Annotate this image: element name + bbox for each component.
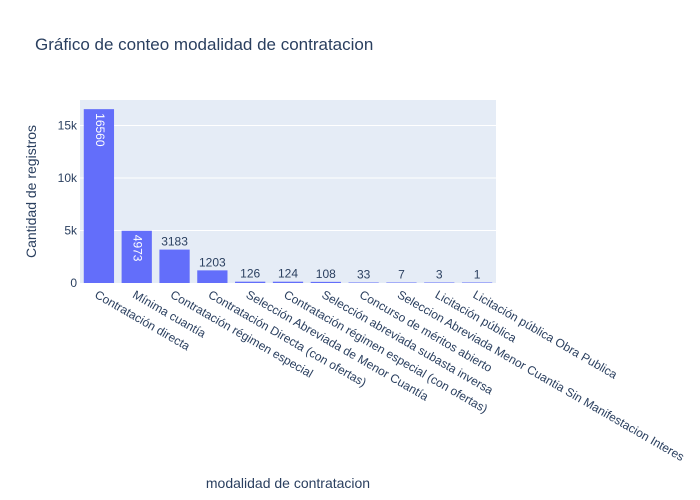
bar [424, 282, 455, 283]
y-tick-label: 15k [58, 119, 78, 133]
x-tick-label: Licitación pública Obra Publica [471, 287, 620, 381]
y-axis-title: Cantidad de registros [23, 125, 39, 258]
data-label: 1 [474, 268, 481, 282]
bar [121, 230, 152, 283]
data-label: 4973 [131, 235, 145, 262]
y-tick-label: 10k [58, 171, 78, 185]
data-label: 108 [316, 267, 336, 281]
y-tick-label: 5k [64, 224, 78, 238]
bar [159, 249, 190, 283]
bar [461, 282, 493, 283]
y-gridlines [80, 125, 496, 232]
data-label: 1203 [199, 255, 226, 269]
y-axis-ticks: 0 5k 10k 15k [58, 119, 78, 290]
bars [83, 109, 493, 283]
y-tick-label: 0 [70, 276, 77, 290]
bar [386, 282, 417, 283]
x-axis-title: modalidad de contratacion [206, 475, 370, 491]
data-label: 3 [436, 268, 443, 282]
data-labels: 16560 4973 3183 1203 126 124 108 33 7 3 1 [93, 113, 481, 281]
bar [235, 281, 266, 283]
data-label: 16560 [93, 113, 107, 147]
data-label: 33 [357, 268, 371, 282]
data-label: 7 [398, 268, 405, 282]
bar [272, 281, 304, 283]
bar [83, 109, 115, 283]
data-label: 124 [278, 267, 298, 281]
bar [310, 281, 341, 283]
data-label: 3183 [161, 235, 188, 249]
bar [197, 270, 228, 283]
chart-title: Gráfico de conteo modalidad de contratac… [35, 35, 373, 54]
data-label: 126 [240, 267, 260, 281]
bar [348, 282, 379, 283]
